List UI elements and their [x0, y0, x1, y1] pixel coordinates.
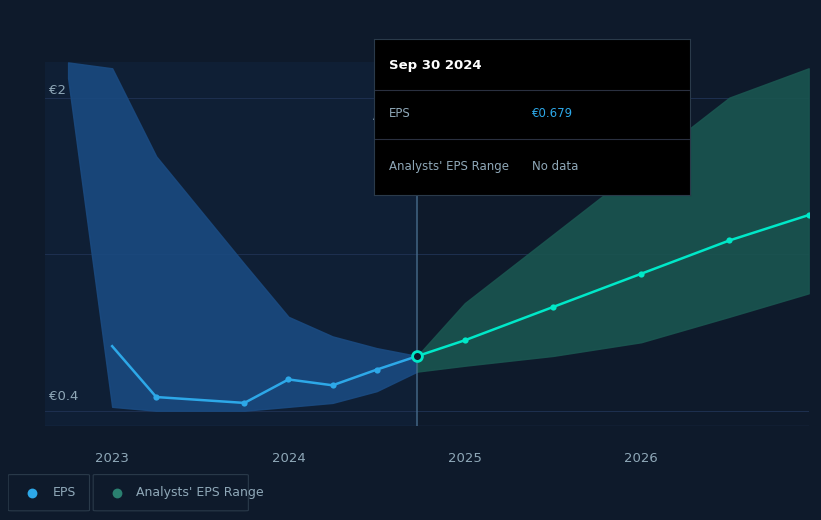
FancyBboxPatch shape	[94, 475, 249, 511]
Point	[282, 375, 295, 384]
Text: €0.4: €0.4	[49, 390, 78, 402]
Text: Analysts' EPS Range: Analysts' EPS Range	[389, 160, 509, 174]
Point	[410, 352, 424, 360]
Text: Analysts' EPS Range: Analysts' EPS Range	[135, 486, 264, 499]
Point	[149, 393, 163, 401]
Point	[635, 269, 648, 278]
Text: EPS: EPS	[53, 486, 76, 499]
Point	[370, 366, 383, 374]
Point	[547, 303, 560, 311]
FancyBboxPatch shape	[8, 475, 89, 511]
Text: Analysts Forecasts: Analysts Forecasts	[424, 110, 534, 123]
Text: €0.679: €0.679	[532, 107, 573, 120]
Text: Actual: Actual	[374, 110, 410, 123]
Point	[326, 381, 339, 389]
Point	[25, 489, 39, 497]
Text: 2025: 2025	[448, 452, 482, 465]
Bar	[417, 62, 809, 426]
Text: Sep 30 2024: Sep 30 2024	[389, 59, 482, 72]
Point	[238, 399, 251, 407]
Text: No data: No data	[532, 160, 578, 174]
Bar	[45, 62, 417, 426]
Point	[458, 336, 471, 344]
Text: €2: €2	[49, 84, 66, 97]
Text: EPS: EPS	[389, 107, 411, 120]
Point	[802, 211, 815, 219]
Point	[722, 236, 736, 244]
Text: 2024: 2024	[272, 452, 305, 465]
Text: 2023: 2023	[95, 452, 129, 465]
Text: 2026: 2026	[624, 452, 658, 465]
Point	[111, 489, 124, 497]
